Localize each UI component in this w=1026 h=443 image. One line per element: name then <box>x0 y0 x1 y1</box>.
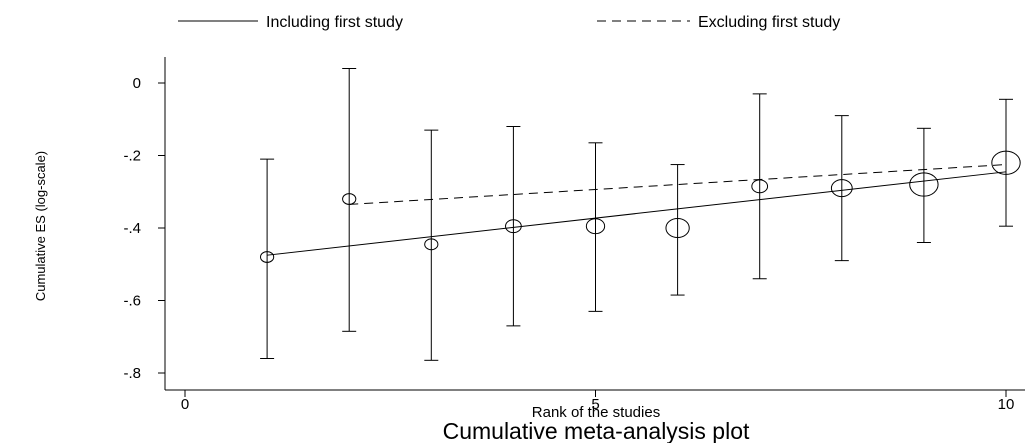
excluding-first-study-line <box>349 164 1007 205</box>
effect-size-marker <box>342 193 357 205</box>
confidence-intervals <box>260 68 1013 361</box>
y-tick-label: -.6 <box>123 293 141 310</box>
x-axis-title: Rank of the studies <box>532 404 660 421</box>
effect-size-marker <box>585 218 606 235</box>
effect-size-marker <box>424 238 439 251</box>
effect-size-marker <box>991 150 1021 175</box>
effect-size-marker <box>260 251 275 263</box>
legend-label-excluding: Excluding first study <box>698 14 840 31</box>
y-tick-label: -.8 <box>123 365 141 382</box>
effect-size-markers <box>260 150 1021 263</box>
cumulative-lines <box>267 164 1007 256</box>
effect-size-marker <box>505 219 522 234</box>
legend-label-including: Including first study <box>266 14 403 31</box>
y-axis-ticks: 0 -.2 -.4 -.6 -.8 <box>123 75 165 382</box>
y-tick-label: -.4 <box>123 220 141 237</box>
x-axis-ticks: 0 5 10 <box>181 390 1015 413</box>
x-tick-label: 0 <box>181 396 189 413</box>
chart-title: Cumulative meta-analysis plot <box>443 418 750 443</box>
y-tick-label: 0 <box>133 75 141 92</box>
x-tick-label: 5 <box>591 396 599 413</box>
y-axis-title: Cumulative ES (log-scale) <box>33 151 48 301</box>
including-first-study-line <box>267 171 1007 256</box>
legend: Including first study Excluding first st… <box>178 14 840 31</box>
effect-size-marker <box>909 172 939 197</box>
effect-size-marker <box>830 179 853 198</box>
y-tick-label: -.2 <box>123 148 141 165</box>
effect-size-marker <box>751 179 769 194</box>
x-tick-label: 10 <box>998 396 1015 413</box>
effect-size-marker <box>665 217 690 239</box>
